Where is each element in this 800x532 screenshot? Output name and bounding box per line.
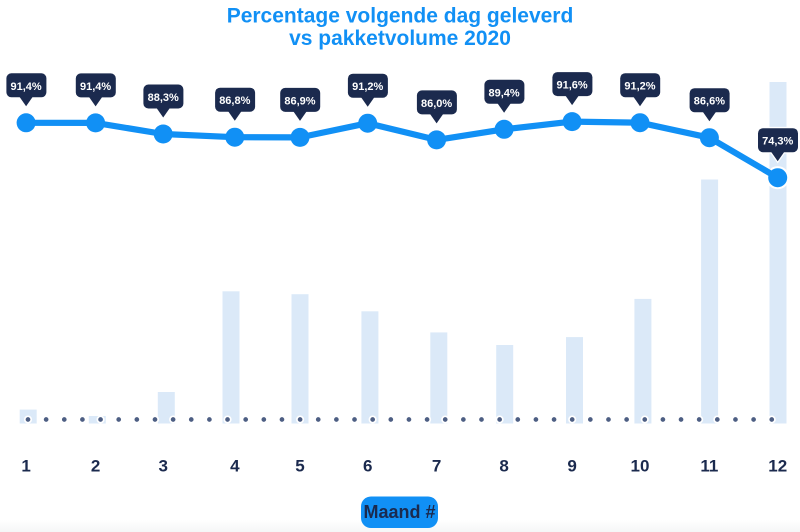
svg-text:9: 9 [567, 457, 576, 476]
svg-text:4: 4 [230, 457, 240, 476]
svg-text:1: 1 [21, 457, 30, 476]
svg-text:8: 8 [499, 457, 508, 476]
svg-text:86,0%: 86,0% [421, 98, 452, 110]
svg-text:vs pakketvolume 2020: vs pakketvolume 2020 [289, 27, 511, 50]
svg-text:7: 7 [432, 457, 441, 476]
svg-text:91,4%: 91,4% [10, 81, 41, 93]
svg-text:74,3%: 74,3% [762, 136, 793, 148]
svg-text:11: 11 [700, 457, 718, 476]
svg-text:Percentage volgende dag geleve: Percentage volgende dag geleverd [227, 5, 574, 28]
svg-text:2: 2 [91, 457, 100, 476]
svg-text:86,8%: 86,8% [219, 95, 250, 107]
svg-text:10: 10 [631, 457, 650, 476]
svg-text:89,4%: 89,4% [488, 87, 519, 99]
svg-text:12: 12 [768, 457, 787, 476]
svg-text:86,6%: 86,6% [694, 96, 725, 108]
svg-text:88,3%: 88,3% [148, 92, 179, 104]
svg-text:91,4%: 91,4% [80, 81, 111, 93]
svg-text:86,9%: 86,9% [284, 95, 315, 107]
svg-text:3: 3 [158, 457, 167, 476]
svg-text:91,6%: 91,6% [556, 80, 587, 92]
svg-text:6: 6 [363, 457, 372, 476]
svg-text:5: 5 [295, 457, 304, 476]
svg-text:91,2%: 91,2% [624, 81, 655, 93]
svg-text:91,2%: 91,2% [352, 81, 383, 93]
svg-text:Maand #: Maand # [363, 502, 435, 522]
